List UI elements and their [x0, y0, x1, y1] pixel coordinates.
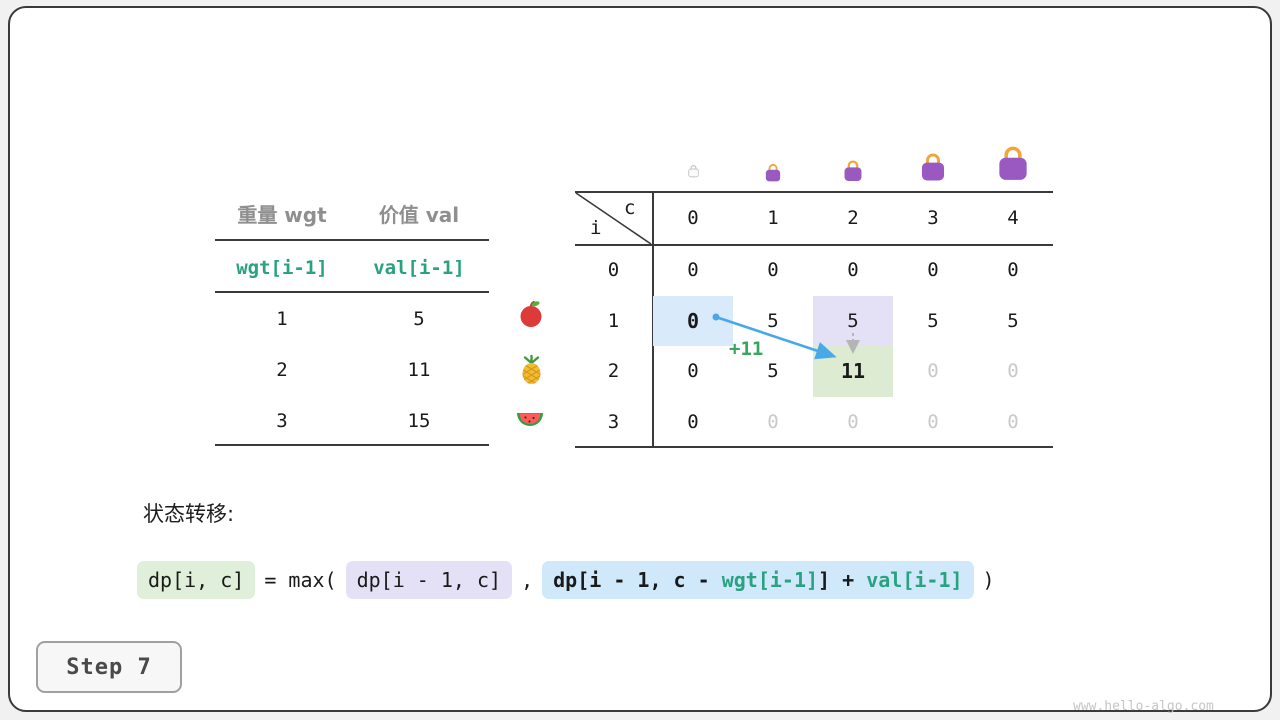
dp-cell-0-4: 0 [1007, 259, 1019, 282]
dp-cell-1-2-highlighted: 5 [813, 295, 893, 346]
step-badge: Step 7 [36, 641, 182, 693]
dp-cell-3-1: 0 [767, 410, 779, 433]
bag-icon-capacity-1 [765, 163, 781, 182]
dp-col-header: 2 [847, 207, 859, 229]
items-formula-val: val[i-1] [373, 257, 465, 279]
divider [215, 291, 489, 293]
dp-col-header: 1 [767, 207, 779, 229]
bag-icon-capacity-3 [921, 153, 945, 181]
dp-col-header: 4 [1007, 207, 1019, 229]
dp-cell-1-4: 5 [1007, 309, 1019, 332]
formula-equals-max: = max( [264, 568, 337, 592]
item-row-wgt: 3 [276, 410, 288, 432]
transition-title: 状态转移: [143, 502, 235, 526]
dp-table-bottom-border [575, 446, 1053, 448]
dp-cell-2-0: 0 [687, 360, 699, 383]
dp-cell-3-0: 0 [687, 410, 699, 433]
formula-arg2-val: val[i-1] [866, 568, 963, 592]
items-value-header: 价值 val [378, 203, 460, 227]
pineapple-icon [522, 354, 541, 384]
divider [215, 444, 489, 446]
items-formula-wgt: wgt[i-1] [236, 257, 328, 279]
item-row-val: 15 [407, 410, 431, 432]
dp-cell-3-3: 0 [927, 410, 939, 433]
dp-corner-col-label: c [624, 197, 636, 219]
formula-arg2-prefix: dp[i - 1, c - [553, 568, 722, 592]
dp-cell-2-1: 5 [767, 360, 779, 383]
dp-row-header: 2 [607, 360, 620, 383]
dp-col-header: 3 [927, 207, 939, 229]
formula-comma: , [521, 568, 534, 592]
item-row-val: 5 [413, 308, 425, 330]
dp-cell-0-3: 0 [927, 259, 939, 282]
transition-formula: dp[i, c] = max( dp[i - 1, c] , dp[i - 1,… [137, 559, 1004, 601]
apple-icon [520, 300, 542, 327]
dp-column-headers: 0 1 2 3 4 [653, 192, 1053, 244]
formula-arg1-box: dp[i - 1, c] [345, 561, 513, 599]
arrow-plus-value-label: +11 [729, 338, 764, 360]
dp-cell-0-1: 0 [767, 259, 779, 282]
dp-table-header-border [575, 244, 1053, 246]
dp-row-header: 1 [607, 309, 620, 332]
bag-icon-capacity-4 [999, 146, 1027, 180]
dp-col-header: 0 [687, 207, 699, 229]
bag-icon-capacity-0 [688, 165, 699, 178]
dp-cell-1-3: 5 [927, 309, 939, 332]
dp-cell-3-4: 0 [1007, 410, 1019, 433]
dp-cell-1-0-highlighted: 0 [653, 295, 733, 346]
formula-lhs-box: dp[i, c] [137, 561, 256, 599]
dp-table-cells: 0 0 0 0 0 0 5 5 5 5 0 5 11 0 0 0 0 0 0 0 [653, 245, 1053, 447]
formula-arg2-box: dp[i - 1, c - wgt[i-1]] + val[i-1] [542, 561, 974, 599]
dp-corner-row-label: i [590, 217, 602, 239]
item-row-val: 11 [407, 359, 431, 381]
dp-cell-2-3: 0 [927, 360, 939, 383]
bag-icon-capacity-2 [844, 160, 862, 182]
formula-arg2-mid: ] + [818, 568, 867, 592]
dp-row-header: 0 [607, 259, 620, 282]
divider [215, 239, 489, 241]
dp-cell-2-4: 0 [1007, 360, 1019, 383]
watermelon-icon [517, 413, 543, 426]
dp-cell-2-2-highlighted: 11 [813, 346, 893, 397]
item-row-wgt: 2 [276, 359, 288, 381]
formula-close-paren: ) [982, 568, 995, 592]
formula-arg2-wgt: wgt[i-1] [721, 568, 819, 592]
dp-row-header: 3 [607, 410, 620, 433]
watermark: www.hello-algo.com [1073, 699, 1214, 714]
dp-row-headers: 0 1 2 3 [575, 245, 652, 447]
dp-cell-0-2: 0 [847, 259, 859, 282]
items-weight-header: 重量 wgt [237, 203, 327, 227]
dp-cell-0-0: 0 [687, 259, 699, 282]
dp-table-top-border [575, 191, 1053, 193]
dp-cell-3-2: 0 [847, 410, 859, 433]
item-row-wgt: 1 [276, 308, 288, 330]
